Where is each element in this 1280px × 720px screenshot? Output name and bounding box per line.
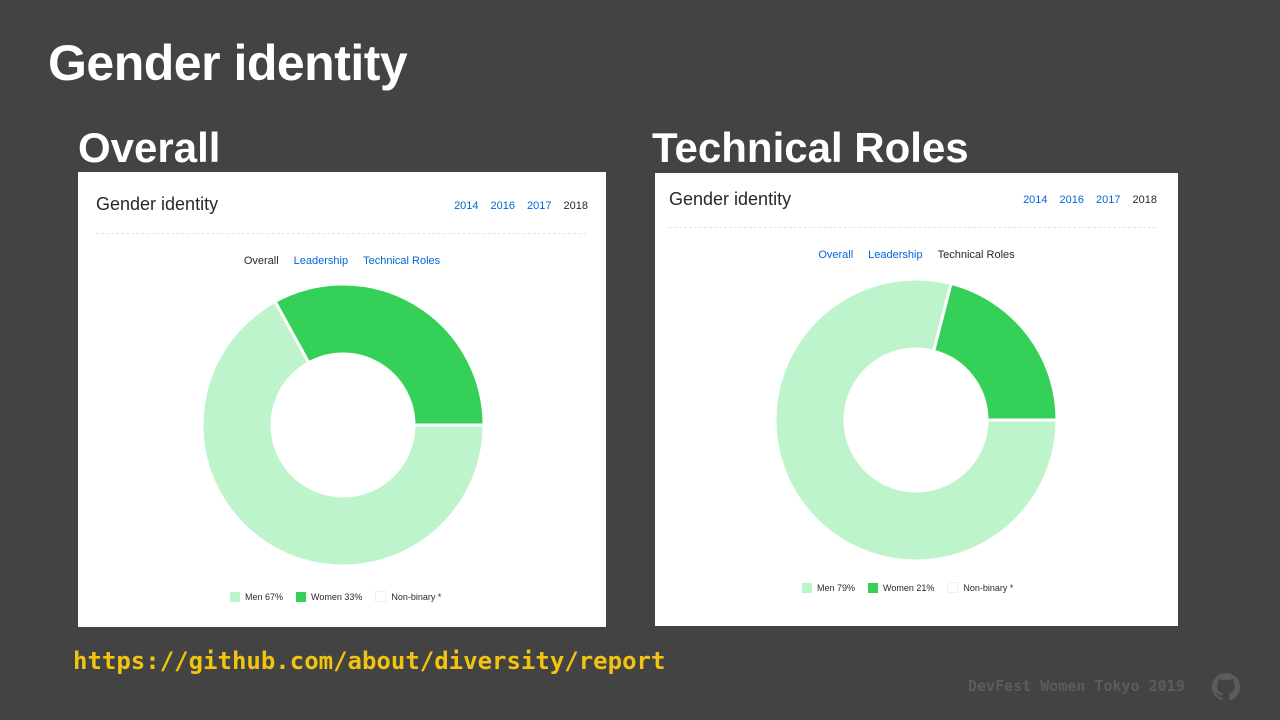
legend-swatch-women (868, 582, 879, 593)
donut-slice-men[interactable] (773, 277, 1059, 563)
category-tabs: Overall Leadership Technical Roles (78, 255, 606, 267)
chart-legend: Men 79% Women 21% Non-binary * (802, 582, 1013, 593)
github-icon (1212, 673, 1240, 701)
year-link-2018[interactable]: 2018 (563, 200, 588, 212)
tab-leadership[interactable]: Leadership (293, 255, 349, 267)
legend-label-non-binary: Non-binary * (391, 591, 442, 602)
legend-swatch-men (802, 582, 812, 593)
year-link-2017[interactable]: 2017 (527, 200, 552, 212)
legend-label-women: Women 21% (883, 582, 935, 593)
card-title: Gender identity (96, 194, 219, 214)
tab-overall[interactable]: Overall (818, 249, 854, 261)
category-tabs: Overall Leadership Technical Roles (655, 249, 1178, 261)
year-link-2016[interactable]: 2016 (490, 200, 516, 212)
slide-title: Gender identity (48, 35, 408, 91)
card-title: Gender identity (669, 189, 792, 209)
year-link-2014[interactable]: 2014 (1023, 194, 1048, 206)
chart-legend: Men 67% Women 33% Non-binary * (230, 591, 441, 602)
chart-panel-technical-roles: Gender identity 2014 2016 2017 2018 Over… (655, 173, 1178, 626)
donut-chart-technical-roles (773, 277, 1059, 563)
tab-leadership[interactable]: Leadership (868, 249, 923, 261)
legend-item-women[interactable]: Women 21% (868, 582, 935, 593)
legend-item-men[interactable]: Men 79% (802, 582, 856, 593)
legend-label-men: Men 79% (817, 582, 856, 593)
year-selector: 2014 2016 2017 2018 (1023, 194, 1157, 206)
year-link-2016[interactable]: 2016 (1059, 194, 1085, 206)
legend-item-non-binary[interactable]: Non-binary * (375, 591, 441, 602)
donut-slice-women[interactable] (273, 282, 486, 427)
footer-text: DevFest Women Tokyo 2019 (968, 677, 1185, 695)
donut-slice-women[interactable] (931, 281, 1059, 422)
legend-item-men[interactable]: Men 67% (230, 591, 284, 602)
year-selector: 2014 2016 2017 2018 (454, 200, 588, 212)
legend-swatch-non-binary (375, 591, 387, 602)
legend-label-women: Women 33% (311, 591, 363, 602)
year-link-2017[interactable]: 2017 (1096, 194, 1121, 206)
divider (96, 233, 586, 234)
section-heading-overall: Overall (78, 124, 221, 171)
tab-overall[interactable]: Overall (243, 255, 279, 267)
donut-slice-men[interactable] (200, 299, 486, 568)
year-link-2014[interactable]: 2014 (454, 200, 479, 212)
tab-technical-roles[interactable]: Technical Roles (937, 249, 1015, 261)
donut-chart-overall (200, 282, 486, 568)
legend-item-non-binary[interactable]: Non-binary * (947, 582, 1013, 593)
legend-item-women[interactable]: Women 33% (296, 591, 363, 602)
legend-swatch-men (230, 591, 240, 602)
source-url[interactable]: https://github.com/about/diversity/repor… (73, 647, 666, 675)
legend-label-non-binary: Non-binary * (963, 582, 1014, 593)
year-link-2018[interactable]: 2018 (1132, 194, 1157, 206)
section-heading-technical-roles: Technical Roles (652, 124, 969, 171)
divider (669, 227, 1156, 228)
tab-technical-roles[interactable]: Technical Roles (363, 255, 441, 267)
legend-label-men: Men 67% (245, 591, 284, 602)
chart-panel-overall: Gender identity 2014 2016 2017 2018 Over… (78, 172, 606, 627)
legend-swatch-women (296, 591, 307, 602)
legend-swatch-non-binary (947, 582, 959, 593)
